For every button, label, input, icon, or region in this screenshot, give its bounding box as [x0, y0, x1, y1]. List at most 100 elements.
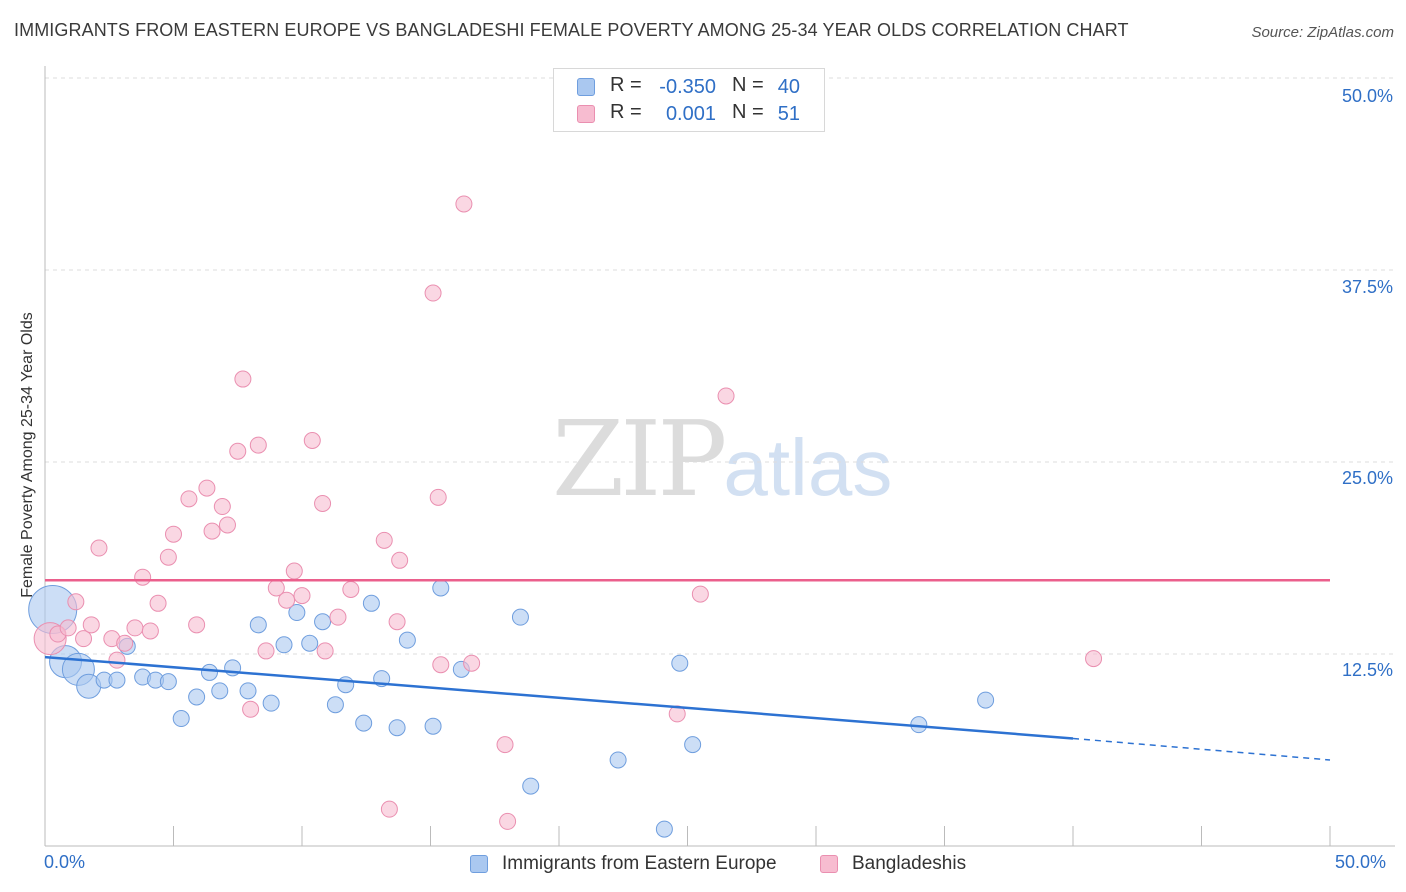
- point-blue-33: [522, 777, 540, 795]
- point-pink-8: [108, 651, 126, 669]
- point-pink-20: [213, 498, 231, 516]
- point-pink-26: [257, 642, 275, 660]
- legend-r-label-pink: R =: [610, 101, 642, 123]
- x-tick-label-max: 50.0%: [1335, 852, 1387, 872]
- point-blue-36: [671, 654, 689, 672]
- point-blue-15: [239, 682, 257, 700]
- point-pink-33: [316, 642, 334, 660]
- x-tick-label-min: 0.0%: [44, 852, 86, 872]
- point-blue-5: [108, 671, 126, 689]
- watermark-atlas: atlas: [723, 423, 893, 512]
- point-pink-35: [342, 580, 360, 598]
- legend-swatch-blue: [577, 78, 595, 96]
- point-blue-11: [188, 688, 206, 706]
- point-pink-31: [303, 431, 321, 449]
- point-blue-30: [432, 579, 450, 597]
- point-pink-43: [455, 195, 473, 213]
- legend-r-value-pink: 0.001: [665, 102, 716, 125]
- point-blue-19: [288, 604, 306, 622]
- y-tick-label-37-5: 37.5%: [1341, 277, 1393, 297]
- point-pink-30: [293, 587, 311, 605]
- watermark-zip: ZIP: [552, 398, 727, 520]
- point-pink-34: [329, 608, 347, 626]
- legend-n-value-blue: 40: [777, 75, 800, 98]
- point-pink-36: [375, 531, 393, 549]
- point-blue-39: [977, 691, 995, 709]
- point-pink-4: [75, 630, 93, 648]
- y-tick-label-50: 50.0%: [1341, 86, 1393, 106]
- point-pink-12: [141, 622, 159, 640]
- point-pink-22: [229, 442, 247, 460]
- legend-r-value-blue: -0.350: [659, 75, 716, 98]
- point-blue-35: [655, 820, 673, 838]
- point-pink-42: [432, 656, 450, 674]
- point-pink-38: [388, 613, 406, 631]
- point-pink-29: [285, 562, 303, 580]
- point-pink-48: [691, 585, 709, 603]
- chart-title: IMMIGRANTS FROM EASTERN EUROPE VS BANGLA…: [14, 20, 1129, 40]
- legend-r-label-blue: R =: [610, 74, 642, 96]
- point-pink-44: [463, 654, 481, 672]
- series-legend-blue: Immigrants from Eastern Europe: [470, 850, 777, 878]
- point-pink-16: [180, 490, 198, 508]
- point-blue-34: [609, 751, 627, 769]
- legend-n-value-pink: 51: [777, 102, 800, 125]
- point-pink-40: [424, 284, 442, 302]
- point-blue-21: [314, 613, 332, 631]
- watermark: ZIPatlas: [552, 398, 892, 520]
- series-legend-swatch-pink: [820, 855, 838, 873]
- point-pink-17: [188, 616, 206, 634]
- point-blue-24: [355, 714, 373, 732]
- correlation-legend: R = -0.350 N = 40 R = 0.001 N = 51: [553, 68, 825, 132]
- y-tick-label-25: 25.0%: [1341, 468, 1393, 488]
- point-blue-16: [249, 616, 267, 634]
- point-pink-19: [203, 522, 221, 540]
- point-pink-13: [149, 594, 167, 612]
- point-blue-9: [159, 673, 177, 691]
- point-blue-29: [424, 717, 442, 735]
- point-blue-18: [275, 636, 293, 654]
- point-pink-50: [1085, 650, 1103, 668]
- point-pink-3: [67, 593, 85, 611]
- point-pink-25: [249, 436, 267, 454]
- point-pink-28: [278, 591, 296, 609]
- point-blue-12: [200, 663, 218, 681]
- point-pink-2: [59, 619, 77, 637]
- point-pink-45: [496, 736, 514, 754]
- point-pink-14: [159, 548, 177, 566]
- point-pink-39: [391, 551, 409, 569]
- point-pink-6: [90, 539, 108, 557]
- point-pink-41: [429, 488, 447, 506]
- point-blue-20: [301, 634, 319, 652]
- point-blue-28: [398, 631, 416, 649]
- legend-n-label-blue: N =: [732, 74, 764, 96]
- point-pink-49: [717, 387, 735, 405]
- trendline-blue: [44, 655, 1074, 740]
- point-pink-11: [134, 568, 152, 586]
- legend-n-label-pink: N =: [732, 101, 764, 123]
- point-blue-13: [211, 682, 229, 700]
- point-blue-23: [337, 676, 355, 694]
- point-pink-5: [82, 616, 100, 634]
- point-pink-32: [314, 494, 332, 512]
- point-pink-21: [218, 516, 236, 534]
- point-blue-17: [262, 694, 280, 712]
- point-pink-15: [165, 525, 182, 543]
- series-legend-pink: Bangladeshis: [820, 850, 966, 878]
- point-pink-37: [380, 800, 398, 818]
- legend-swatch-pink: [577, 105, 595, 123]
- series-legend-label-pink: Bangladeshis: [852, 853, 967, 874]
- trendline-dashed-blue: [1072, 737, 1331, 761]
- point-blue-32: [511, 608, 529, 626]
- point-pink-23: [234, 370, 252, 388]
- point-blue-37: [684, 736, 702, 754]
- point-blue-25: [362, 594, 380, 612]
- point-blue-22: [326, 696, 344, 714]
- chart-source: Source: ZipAtlas.com: [1251, 24, 1394, 41]
- point-pink-46: [499, 812, 517, 830]
- point-pink-24: [242, 700, 260, 718]
- y-tick-label-12-5: 12.5%: [1341, 660, 1393, 680]
- point-blue-27: [388, 719, 406, 737]
- series-legend-label-blue: Immigrants from Eastern Europe: [502, 853, 777, 874]
